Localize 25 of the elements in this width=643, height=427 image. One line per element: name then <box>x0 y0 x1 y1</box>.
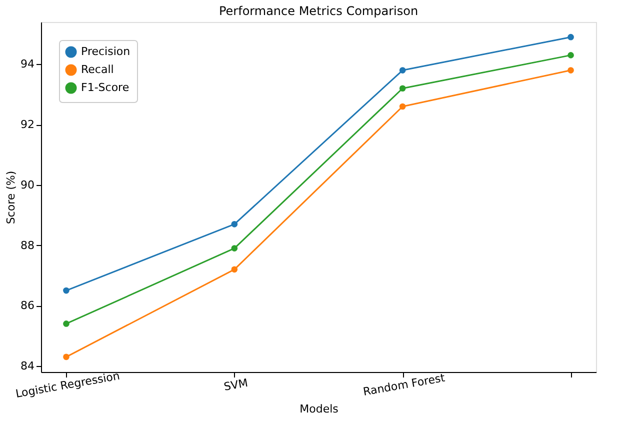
point <box>399 67 406 74</box>
y-axis-title: Score (%) <box>4 170 18 224</box>
y-tick-label: 94 <box>20 58 34 71</box>
x-tick-label: SVM <box>222 376 249 394</box>
point <box>568 67 574 74</box>
point <box>231 266 238 273</box>
y-tick-label: 86 <box>20 299 34 312</box>
chart-title: Performance Metrics Comparison <box>218 4 418 18</box>
point <box>399 103 406 110</box>
y-tick-label: 92 <box>20 118 34 132</box>
x-axis-title: Models <box>300 402 339 416</box>
point <box>568 52 574 58</box>
point <box>231 245 238 252</box>
y-tick-label: 88 <box>20 238 34 252</box>
point <box>399 85 406 92</box>
legend-label: Precision <box>81 45 130 58</box>
y-tick-label: 90 <box>20 178 34 192</box>
x-tick-label: Random Forest <box>362 371 447 399</box>
legend-label: Recall <box>81 63 114 76</box>
point <box>63 320 70 327</box>
point <box>63 287 70 294</box>
point <box>231 221 238 228</box>
point <box>63 354 70 360</box>
point <box>568 34 574 40</box>
legend-label: F1-Score <box>81 81 130 94</box>
